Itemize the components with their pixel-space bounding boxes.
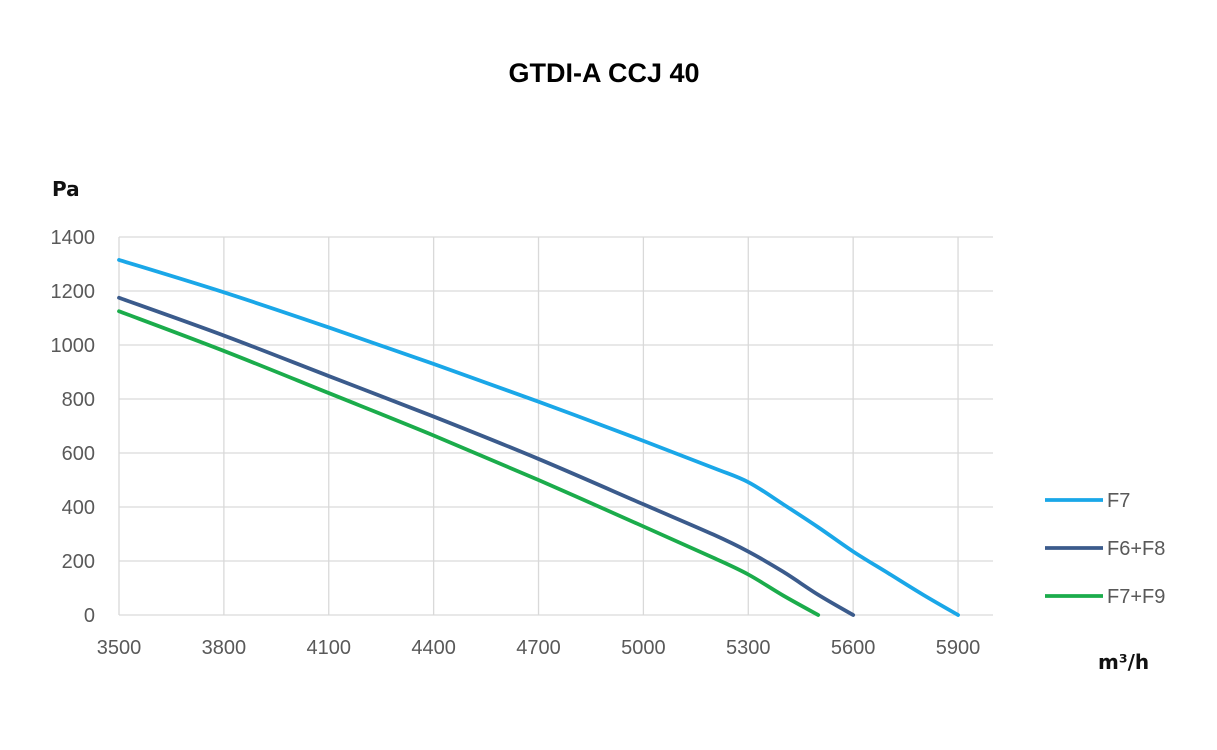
gridlines xyxy=(118,236,993,616)
legend-label-f7: F7 xyxy=(1107,490,1130,512)
legend-label-f6-f8: F6+F8 xyxy=(1107,538,1165,560)
x-tick-label: 4100 xyxy=(307,637,352,659)
x-tick-label: 3800 xyxy=(202,637,247,659)
chart-title: GTDI-A CCJ 40 xyxy=(508,58,699,88)
y-tick-label: 200 xyxy=(62,551,95,573)
x-tick-label: 3500 xyxy=(97,637,142,659)
x-axis-unit-label: m³/h xyxy=(1098,650,1149,674)
x-axis-tick-labels: 3500 3800 4100 4400 4700 5000 5300 5600 5900 xyxy=(97,637,981,659)
x-tick-label: 5300 xyxy=(726,637,771,659)
series-line-f7-f9 xyxy=(117,309,821,617)
x-tick-label: 5900 xyxy=(936,637,981,659)
series-line-f7 xyxy=(117,258,960,617)
y-tick-label: 0 xyxy=(84,605,95,627)
y-axis-tick-labels: 0 200 400 600 800 1000 1200 1400 xyxy=(51,227,96,627)
series-line-f6-f8 xyxy=(117,295,856,617)
y-tick-label: 400 xyxy=(62,497,95,519)
y-tick-label: 1200 xyxy=(51,281,96,303)
y-tick-label: 600 xyxy=(62,443,95,465)
y-tick-label: 1400 xyxy=(51,227,96,249)
x-tick-label: 4400 xyxy=(411,637,456,659)
x-tick-label: 5000 xyxy=(621,637,666,659)
x-tick-label: 5600 xyxy=(831,637,876,659)
y-axis-unit-label: Pa xyxy=(52,177,80,201)
x-tick-label: 4700 xyxy=(516,637,561,659)
y-tick-label: 1000 xyxy=(51,335,96,357)
legend-label-f7-f9: F7+F9 xyxy=(1107,586,1165,608)
y-tick-label: 800 xyxy=(62,389,95,411)
series-lines xyxy=(117,258,960,617)
legend: F7 F6+F8 F7+F9 xyxy=(1045,490,1165,608)
